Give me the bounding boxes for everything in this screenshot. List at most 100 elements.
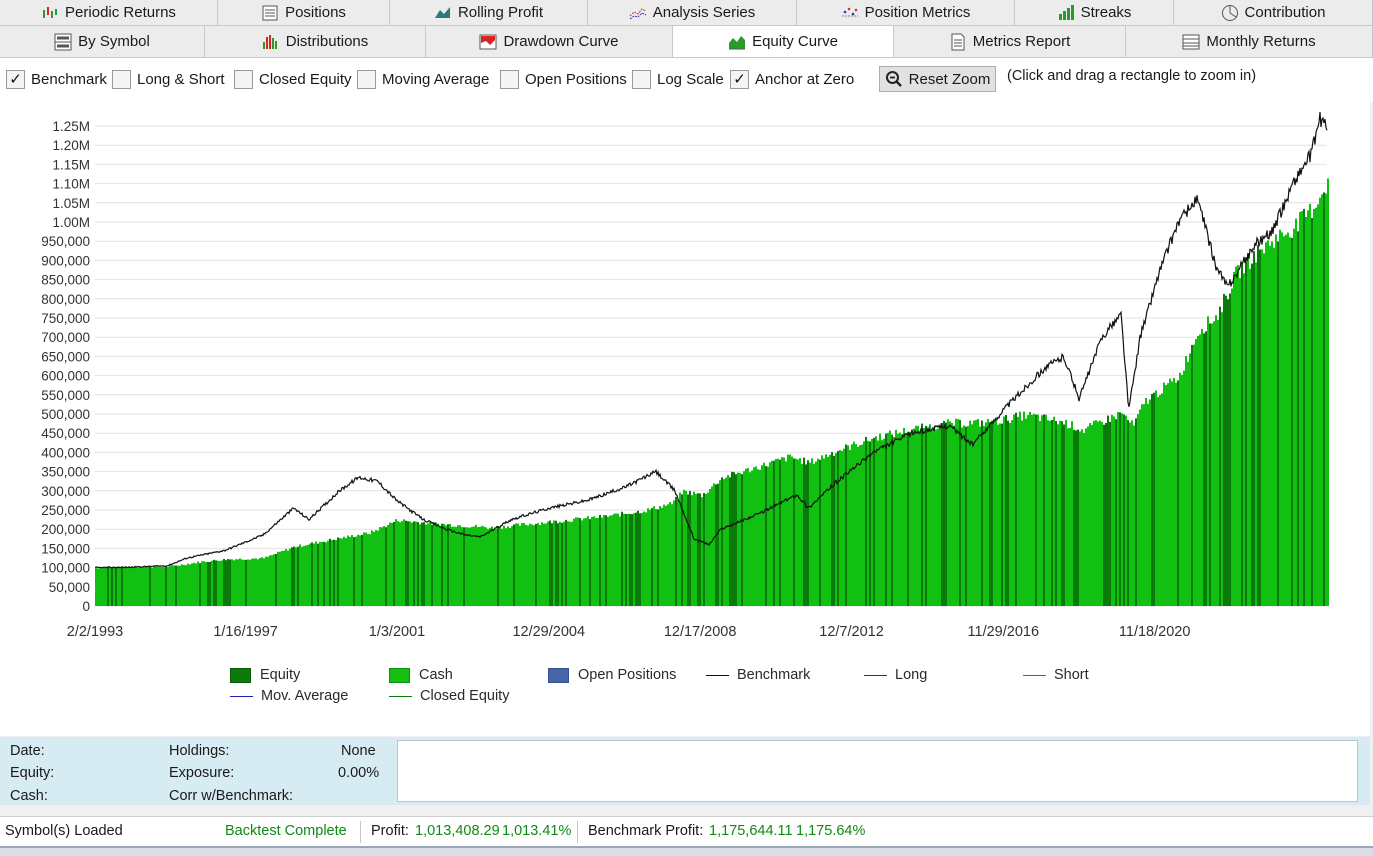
equity-bar [1127, 420, 1129, 606]
equity-bar [185, 565, 187, 606]
tab-equity-curve[interactable]: Equity Curve [673, 26, 894, 58]
equity-bar [925, 425, 927, 606]
legend-item-benchmark[interactable]: Benchmark [706, 667, 810, 683]
equity-bar [189, 564, 191, 606]
equity-bar [329, 538, 331, 606]
equity-bar [367, 533, 369, 606]
legend-item-moving-average[interactable]: Mov. Average [230, 688, 348, 704]
closed-equity-checkbox[interactable]: Closed Equity [234, 70, 352, 89]
y-tick-label: 500,000 [41, 407, 90, 422]
tab-rolling-profit[interactable]: Rolling Profit [390, 0, 588, 26]
equity-bar [837, 451, 839, 606]
equity-bar [1061, 421, 1063, 606]
tab-by-symbol[interactable]: By Symbol [0, 26, 205, 58]
open-positions-checkbox[interactable]: Open Positions [500, 70, 627, 89]
equity-bar [1303, 208, 1305, 606]
equity-bar [1135, 418, 1137, 606]
equity-bar [499, 527, 501, 606]
equity-bar [769, 462, 771, 606]
tab-metrics-report[interactable]: Metrics Report [894, 26, 1126, 58]
equity-bar [903, 427, 905, 606]
y-tick-label: 1.25M [52, 119, 90, 134]
tab-streaks[interactable]: Streaks [1015, 0, 1174, 26]
equity-bar [991, 422, 993, 606]
equity-bar [299, 544, 301, 606]
equity-bar [573, 518, 575, 606]
equity-bar [795, 458, 797, 606]
equity-bar [701, 497, 703, 606]
equity-bar [337, 537, 339, 606]
tab-label: Monthly Returns [1206, 33, 1316, 50]
equity-bar [427, 523, 429, 606]
legend-item-cash[interactable]: Cash [389, 667, 453, 683]
tab-periodic-returns[interactable]: Periodic Returns [0, 0, 218, 26]
equity-bar [517, 523, 519, 606]
tab-positions[interactable]: Positions [218, 0, 390, 26]
equity-bar [561, 522, 563, 606]
equity-bar [577, 517, 579, 606]
legend-item-short[interactable]: Short [1023, 667, 1089, 683]
equity-bar [211, 560, 213, 606]
equity-bar [1163, 382, 1165, 606]
tab-contribution[interactable]: Contribution [1174, 0, 1373, 26]
equity-bar [917, 425, 919, 606]
equity-bar [1215, 315, 1217, 606]
equity-bar [781, 457, 783, 606]
equity-bar [999, 423, 1001, 606]
equity-bar [503, 525, 505, 606]
equity-bar [417, 522, 419, 606]
legend-label: Closed Equity [420, 688, 510, 704]
legend-line [706, 674, 729, 676]
status-separator [360, 821, 361, 843]
legend-item-open-positions[interactable]: Open Positions [548, 667, 676, 683]
tab-monthly-returns[interactable]: Monthly Returns [1126, 26, 1373, 58]
benchmark-checkbox[interactable]: ✓ Benchmark [6, 70, 107, 89]
legend-line [1023, 674, 1046, 676]
holdings-detail-box[interactable] [397, 740, 1358, 802]
equity-bar [1091, 424, 1093, 606]
legend-item-long[interactable]: Long [864, 667, 927, 683]
equity-curve-chart[interactable]: 0 50,000 100,000 150,000 200,000 250,000 300,0… [0, 102, 1370, 662]
equity-bar [117, 566, 119, 606]
long-short-checkbox[interactable]: Long & Short [112, 70, 225, 89]
reset-zoom-button[interactable]: Reset Zoom [879, 66, 996, 92]
equity-bar [235, 559, 237, 606]
equity-bar [183, 564, 185, 606]
equity-bar [1189, 353, 1191, 606]
equity-bar [659, 506, 661, 606]
tab-drawdown-curve[interactable]: Drawdown Curve [426, 26, 673, 58]
y-tick-label: 700,000 [41, 330, 90, 345]
legend-item-closed-equity[interactable]: Closed Equity [389, 688, 509, 704]
equity-bar [253, 558, 255, 606]
tab-position-metrics[interactable]: Position Metrics [797, 0, 1015, 26]
equity-bar [1097, 421, 1099, 606]
equity-bar [671, 504, 673, 606]
equity-bar [1305, 216, 1307, 606]
equity-bar [1005, 414, 1007, 606]
tab-distributions[interactable]: Distributions [205, 26, 426, 58]
equity-bar [513, 524, 515, 606]
equity-bar [175, 565, 177, 606]
equity-bar [313, 543, 315, 606]
legend-item-equity[interactable]: Equity [230, 667, 300, 683]
equity-bar [839, 450, 841, 606]
y-tick-label: 350,000 [41, 465, 90, 480]
anchor-at-zero-checkbox[interactable]: ✓ Anchor at Zero [730, 70, 854, 89]
equity-bar [135, 567, 137, 606]
equity-bar [893, 436, 895, 606]
equity-bar [989, 423, 991, 606]
equity-bar [1207, 316, 1209, 606]
equity-bar [589, 519, 591, 606]
equity-bar [1035, 414, 1037, 606]
tab-analysis-series[interactable]: Analysis Series [588, 0, 797, 26]
moving-average-checkbox[interactable]: Moving Average [357, 70, 489, 89]
equity-bar [1133, 425, 1135, 606]
log-scale-checkbox[interactable]: Log Scale [632, 70, 724, 89]
equity-bar [181, 564, 183, 606]
equity-bar [951, 422, 953, 606]
equity-bar [143, 566, 145, 606]
equity-bar [929, 424, 931, 606]
equity-bar [1083, 432, 1085, 606]
equity-bar [961, 427, 963, 606]
equity-chart-panel[interactable]: 0 50,000 100,000 150,000 200,000 250,000 300,0… [0, 102, 1370, 736]
